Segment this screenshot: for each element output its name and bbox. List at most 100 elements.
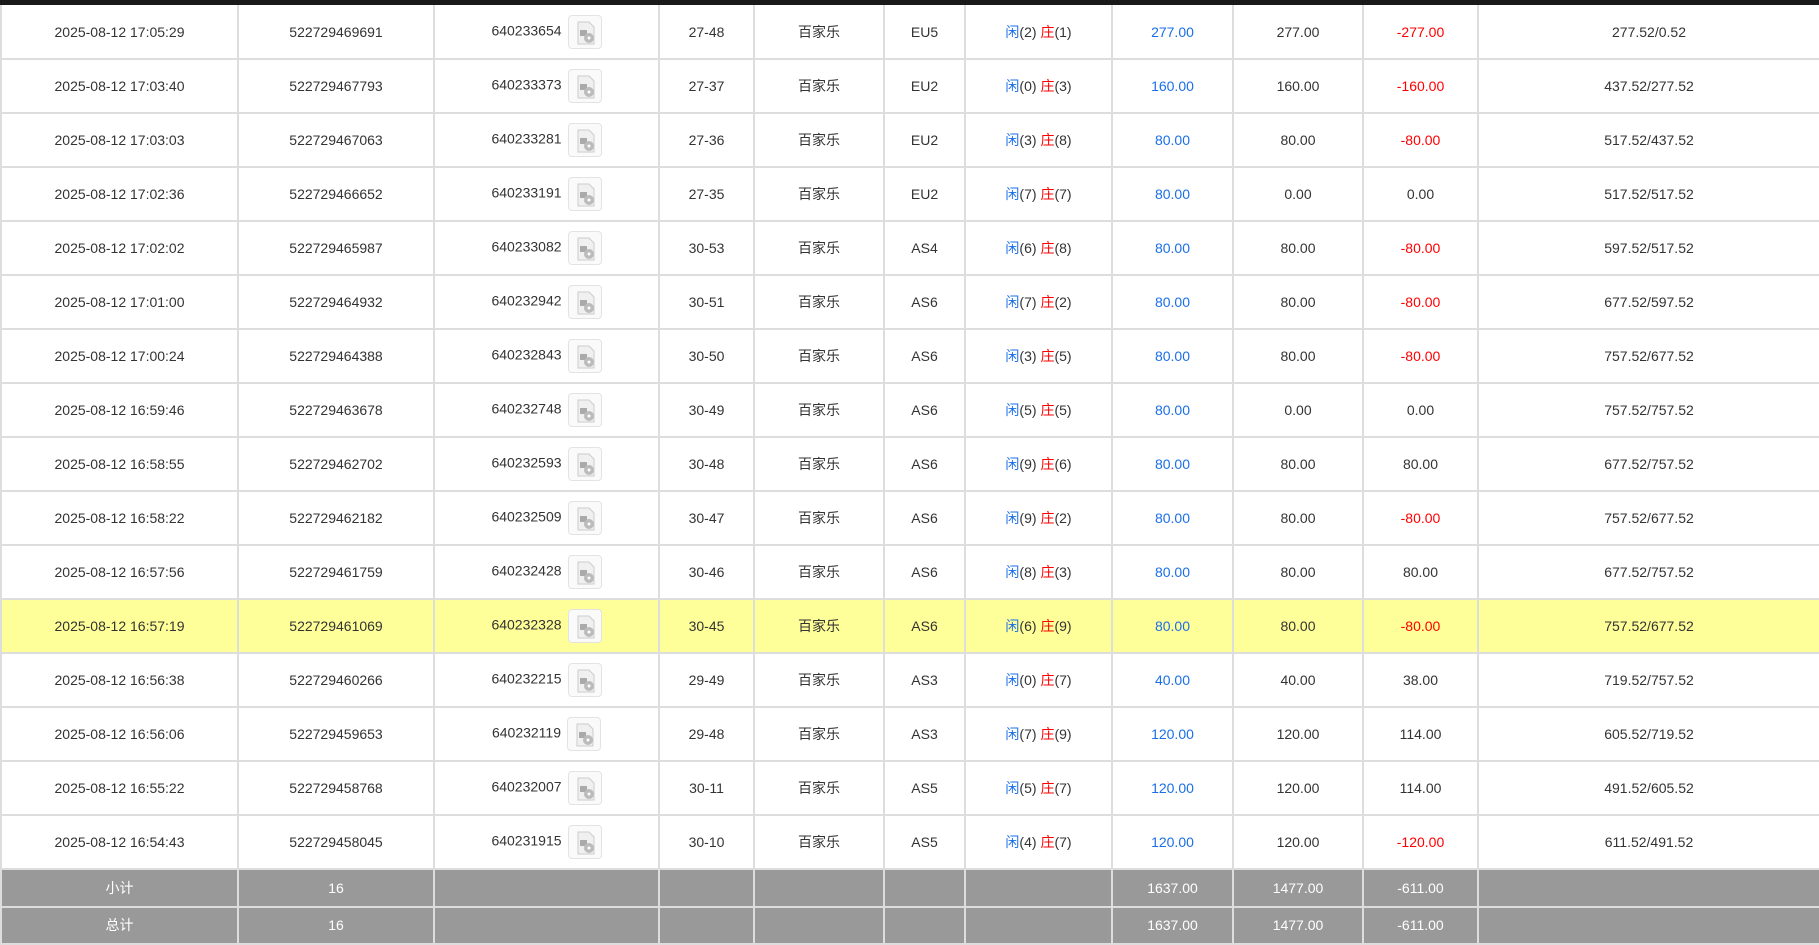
table-row: 2025-08-12 17:02:36 522729466652 640233191… xyxy=(0,167,1819,222)
cell-text: 80.00 xyxy=(1154,618,1191,634)
player-label: 闲 xyxy=(1005,78,1020,94)
video-file-icon xyxy=(577,831,595,855)
cell-text: 2025-08-12 16:58:55 xyxy=(54,456,185,472)
player-label: 闲 xyxy=(1005,618,1020,634)
bet-amount-cell: 80.00 xyxy=(1111,167,1234,222)
table-code-cell: EU2 xyxy=(883,113,966,168)
game-type-cell: 百家乐 xyxy=(753,275,885,330)
summary-valid: 1477.00 xyxy=(1232,906,1364,945)
cell-text: 757.52/757.52 xyxy=(1604,402,1694,418)
player-label: 闲 xyxy=(1005,132,1020,148)
bet-time-cell: 2025-08-12 16:56:38 xyxy=(0,653,239,708)
result-cell: 闲(9) 庄(2) xyxy=(964,491,1113,546)
subtotal-row: 小计 16 1637.00 1477.00 -611.00 xyxy=(0,869,1819,908)
round-id-cell: 640232215 xyxy=(433,653,660,708)
table-row: 2025-08-12 17:03:03 522729467063 640233281… xyxy=(0,113,1819,168)
valid-amount-cell: 160.00 xyxy=(1232,59,1364,114)
cell-text: 640232748 xyxy=(491,400,562,417)
cell-text: -80.00 xyxy=(1400,348,1441,364)
cell-text: 27-37 xyxy=(688,78,725,94)
game-type-cell: 百家乐 xyxy=(753,221,885,276)
video-replay-button[interactable] xyxy=(567,177,602,211)
cell-text: 2025-08-12 16:55:22 xyxy=(54,780,185,796)
game-type-cell: 百家乐 xyxy=(753,653,885,708)
table-shoe-cell: 29-49 xyxy=(658,653,755,708)
table-code-cell: AS6 xyxy=(883,437,966,492)
table-shoe-cell: 30-48 xyxy=(658,437,755,492)
empty-cell xyxy=(433,869,660,908)
bet-id-cell: 522729469691 xyxy=(237,5,435,60)
player-score: 7 xyxy=(1024,294,1032,310)
video-replay-button[interactable] xyxy=(567,825,602,859)
player-label: 闲 xyxy=(1005,726,1020,742)
video-replay-button[interactable] xyxy=(567,69,602,103)
cell-text: 2025-08-12 17:03:40 xyxy=(54,78,185,94)
bet-time-cell: 2025-08-12 16:56:06 xyxy=(0,707,239,762)
cell-text: 2025-08-12 17:02:02 xyxy=(54,240,185,256)
video-replay-button[interactable] xyxy=(567,339,602,373)
table-shoe-cell: 30-45 xyxy=(658,599,755,654)
cell-text: -80.00 xyxy=(1400,510,1441,526)
round-id-cell: 640233654 xyxy=(433,5,660,60)
total-row: 总计 16 1637.00 1477.00 -611.00 xyxy=(0,906,1819,945)
result-cell: 闲(6) 庄(8) xyxy=(964,221,1113,276)
valid-amount-cell: 120.00 xyxy=(1232,761,1364,816)
cell-text: 120.00 xyxy=(1276,726,1320,742)
table-shoe-cell: 30-53 xyxy=(658,221,755,276)
banker-label: 庄 xyxy=(1040,618,1055,634)
video-replay-button[interactable] xyxy=(567,447,602,481)
banker-score: 7 xyxy=(1059,780,1067,796)
banker-label: 庄 xyxy=(1040,186,1055,202)
cell-text: 百家乐 xyxy=(798,618,840,634)
bet-amount-cell: 40.00 xyxy=(1111,653,1234,708)
banker-score: 9 xyxy=(1059,618,1067,634)
video-replay-button[interactable] xyxy=(567,393,602,427)
video-file-icon xyxy=(577,237,595,261)
cell-text: 640233281 xyxy=(491,130,562,147)
cell-text: 522729466652 xyxy=(289,186,383,202)
cell-text: 百家乐 xyxy=(798,240,840,256)
cell-text: 80.00 xyxy=(1280,618,1316,634)
cell-text: 0.00 xyxy=(1284,402,1312,418)
cell-text: AS6 xyxy=(911,456,938,472)
player-score: 2 xyxy=(1024,23,1032,40)
video-replay-button[interactable] xyxy=(567,231,602,265)
cell-text: 640231915 xyxy=(491,832,562,849)
player-score: 8 xyxy=(1024,564,1032,580)
balance-cell: 757.52/757.52 xyxy=(1477,383,1819,438)
video-replay-button[interactable] xyxy=(567,123,602,157)
video-replay-button[interactable] xyxy=(567,717,602,751)
table-row: 2025-08-12 17:05:29 522729469691 640233654… xyxy=(0,5,1819,60)
cell-text: 522729458768 xyxy=(289,780,383,796)
video-replay-button[interactable] xyxy=(567,609,602,643)
empty-cell xyxy=(658,869,755,908)
cell-text: 0.00 xyxy=(1406,186,1435,202)
banker-label: 庄 xyxy=(1040,294,1055,310)
video-replay-button[interactable] xyxy=(567,14,602,49)
video-replay-button[interactable] xyxy=(567,285,602,319)
valid-amount-cell: 80.00 xyxy=(1232,275,1364,330)
video-replay-button[interactable] xyxy=(567,663,602,697)
table-shoe-cell: 30-51 xyxy=(658,275,755,330)
video-replay-button[interactable] xyxy=(567,555,602,589)
table-row: 2025-08-12 16:58:22 522729462182 640232509… xyxy=(0,491,1819,546)
empty-cell xyxy=(753,869,885,908)
cell-text: 30-50 xyxy=(688,348,725,364)
cell-text: -80.00 xyxy=(1400,240,1441,256)
video-replay-button[interactable] xyxy=(567,771,602,805)
result-cell: 闲(4) 庄(7) xyxy=(964,815,1113,870)
win-loss-cell: -80.00 xyxy=(1362,275,1479,330)
cell-text: 百家乐 xyxy=(798,294,840,310)
cell-text: 120.00 xyxy=(1276,834,1320,850)
banker-score: 6 xyxy=(1059,456,1067,472)
empty-cell xyxy=(883,906,966,945)
summary-count: 16 xyxy=(237,869,435,908)
cell-text: 522729469691 xyxy=(289,23,383,40)
cell-text: 491.52/605.52 xyxy=(1604,780,1694,796)
summary-valid: 1477.00 xyxy=(1232,869,1364,908)
result-cell: 闲(2) 庄(1) xyxy=(964,5,1113,60)
cell-text: 677.52/597.52 xyxy=(1604,294,1694,310)
video-replay-button[interactable] xyxy=(567,501,602,535)
game-type-cell: 百家乐 xyxy=(753,761,885,816)
table-shoe-cell: 27-35 xyxy=(658,167,755,222)
